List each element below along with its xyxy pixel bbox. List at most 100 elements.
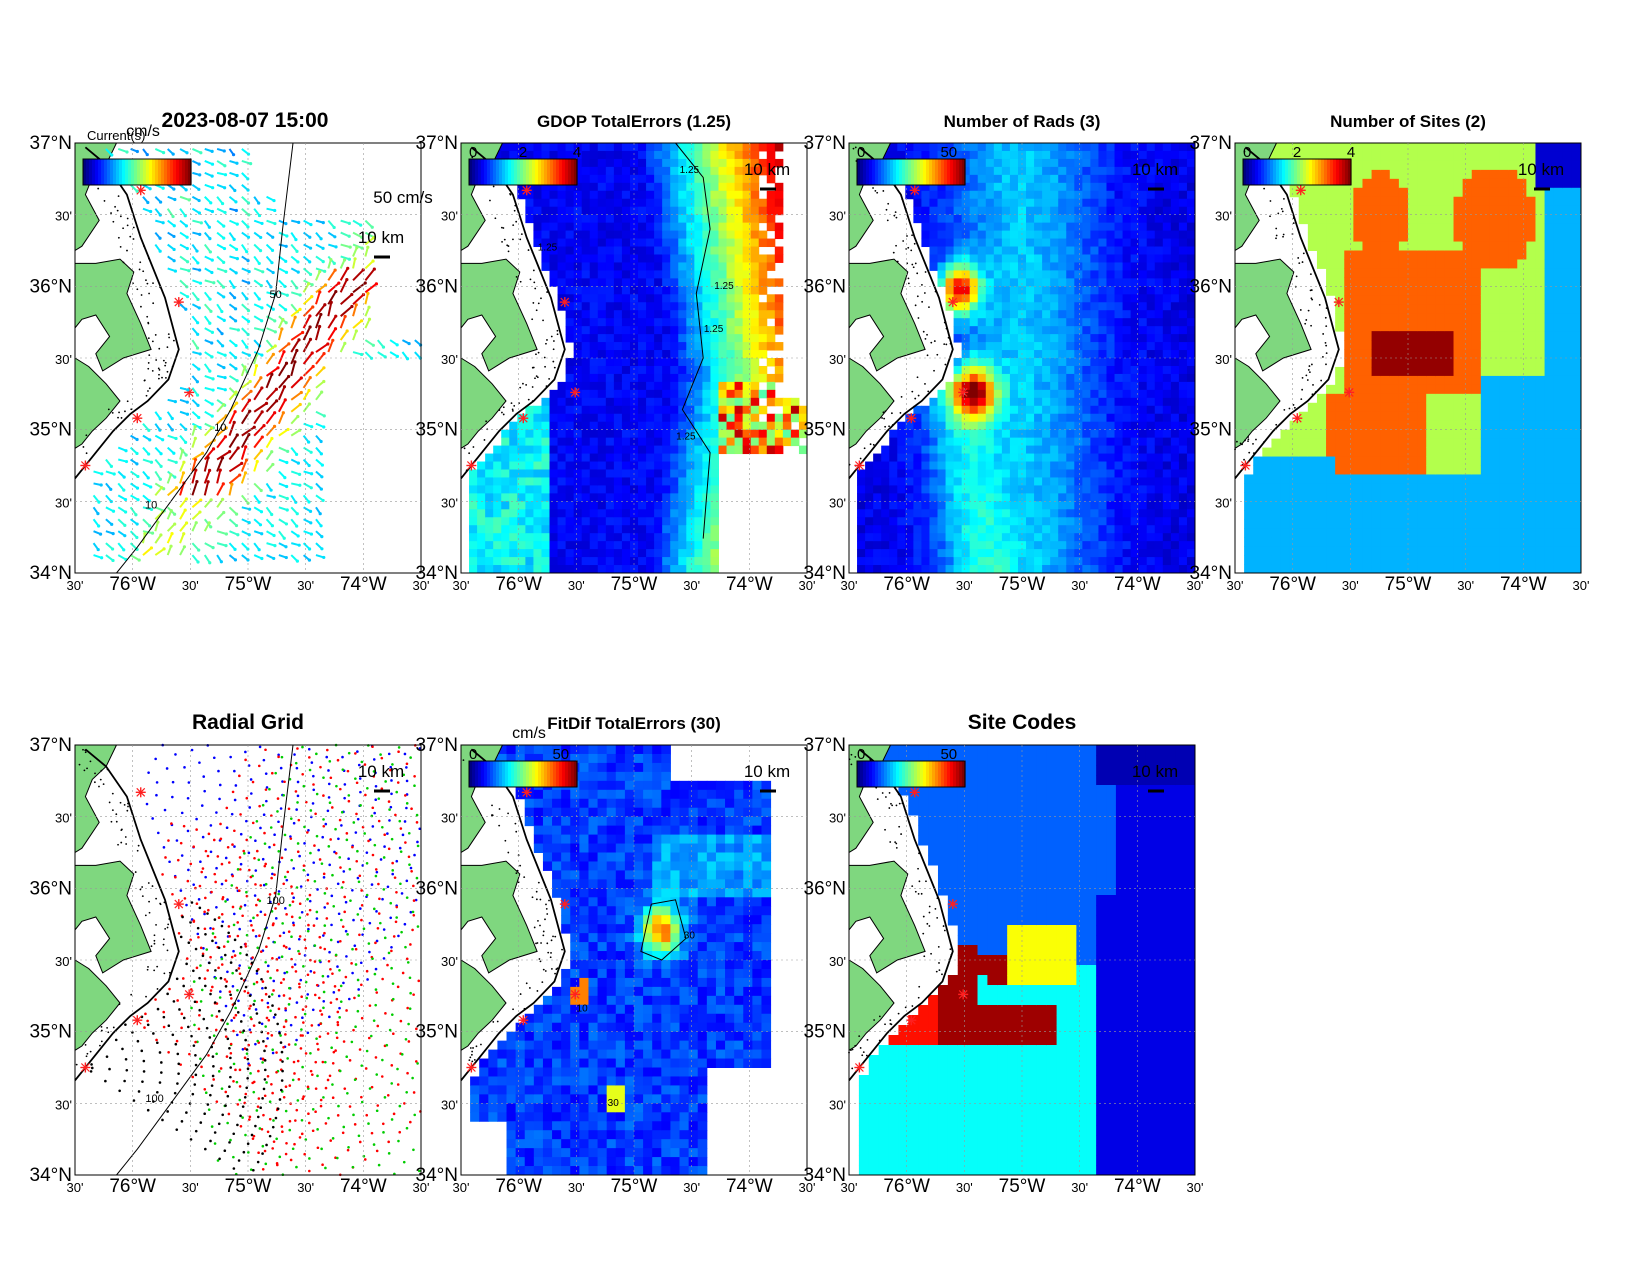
grid-cell <box>678 525 687 534</box>
grid-cell <box>969 413 979 423</box>
current-vector <box>339 342 346 353</box>
coast-detail-dot <box>546 291 549 293</box>
grid-cell <box>1170 469 1180 478</box>
grid-cell <box>929 437 939 447</box>
grid-cell <box>1042 143 1051 152</box>
grid-cell <box>1114 501 1124 510</box>
grid-cell <box>638 278 647 287</box>
grid-cell <box>945 206 955 216</box>
current-vector-head <box>329 257 333 262</box>
current-vector <box>327 328 337 341</box>
grid-cell <box>694 389 703 399</box>
grid-cell <box>1026 541 1035 550</box>
grid-cell <box>613 302 623 311</box>
current-vector-head <box>208 369 212 373</box>
grid-cell <box>953 262 963 271</box>
colorbar-segment <box>526 159 530 185</box>
grid-cell <box>993 150 1003 160</box>
grid-cell <box>485 477 494 486</box>
grid-cell <box>541 230 551 240</box>
current-vector-head <box>270 436 274 441</box>
grid-cell <box>977 342 987 351</box>
grid-cell <box>1170 533 1180 542</box>
grid-cell <box>1186 182 1196 192</box>
grid-cell <box>929 557 939 566</box>
coast-detail-dot <box>165 376 167 379</box>
grid-cell <box>533 437 542 447</box>
grid-cell <box>1026 485 1035 494</box>
grid-cell <box>1050 493 1059 502</box>
grid-cell <box>670 525 679 534</box>
grid-cell <box>961 381 971 391</box>
grid-cell <box>1034 525 1043 534</box>
grid-cell <box>1098 421 1107 431</box>
grid-cell <box>710 254 719 263</box>
grid-cell <box>646 182 655 192</box>
grid-cell <box>774 365 784 375</box>
coast-detail-dot <box>148 257 150 260</box>
grid-cell <box>977 389 987 399</box>
current-vector-head <box>209 498 213 502</box>
grid-cell <box>889 525 898 534</box>
current-vector-head <box>284 270 289 274</box>
grid-cell <box>670 278 679 287</box>
grid-cell <box>1034 365 1043 375</box>
grid-cell <box>694 501 703 510</box>
grid-cell <box>1122 485 1132 494</box>
grid-cell <box>1154 501 1164 510</box>
grid-cell <box>1170 262 1180 271</box>
grid-cell <box>1162 174 1172 184</box>
grid-cell <box>969 557 979 566</box>
grid-cell <box>597 509 607 518</box>
grid-cell <box>581 143 591 152</box>
grid-cell <box>1146 358 1156 367</box>
grid-cell <box>873 533 882 542</box>
grid-cell <box>1074 469 1083 478</box>
grid-cell <box>977 182 987 192</box>
grid-cell <box>929 453 939 463</box>
grid-cell <box>517 453 526 463</box>
grid-cell <box>1082 302 1091 311</box>
current-vector-head <box>235 379 239 383</box>
coast-detail-dot <box>498 409 501 411</box>
grid-cell <box>654 469 663 478</box>
grid-cell <box>565 501 575 510</box>
current-vector-head <box>134 513 138 517</box>
current-vector <box>290 303 299 313</box>
coast-detail-dot <box>124 410 126 413</box>
grid-cell <box>1154 262 1164 271</box>
grid-cell <box>694 453 703 463</box>
grid-cell <box>961 278 971 287</box>
grid-cell <box>993 262 1003 271</box>
grid-cell <box>654 222 663 232</box>
grid-cell <box>589 246 599 255</box>
grid-cell <box>758 158 768 168</box>
grid-cell <box>1026 143 1035 152</box>
grid-cell <box>1066 350 1075 359</box>
current-vector-head <box>197 187 201 191</box>
grid-cell <box>686 381 695 391</box>
grid-cell <box>694 549 703 558</box>
grid-cell <box>1106 501 1116 510</box>
grid-cell <box>1001 509 1011 518</box>
grid-cell <box>1098 246 1107 255</box>
grid-cell <box>565 230 575 240</box>
grid-cell <box>613 143 623 152</box>
current-vector-head <box>366 245 370 249</box>
grid-cell <box>881 533 890 542</box>
grid-cell <box>694 174 703 184</box>
grid-cell <box>945 381 955 391</box>
grid-cell <box>961 166 971 176</box>
grid-cell <box>726 286 736 295</box>
grid-cell <box>573 557 583 566</box>
panel-gdop-total-errors: 37°N30'36°N30'35°N30'34°N30' 76°W 30' 75°W 3… <box>416 112 816 595</box>
grid-cell <box>977 429 987 439</box>
grid-cell <box>1178 358 1188 367</box>
grid-cell <box>1074 214 1083 224</box>
grid-cell <box>1170 246 1180 255</box>
grid-cell <box>1162 143 1172 152</box>
current-vector-head <box>170 428 174 432</box>
grid-cell <box>1186 150 1196 160</box>
coast-detail-dot <box>132 238 135 240</box>
grid-cell <box>1178 286 1188 295</box>
